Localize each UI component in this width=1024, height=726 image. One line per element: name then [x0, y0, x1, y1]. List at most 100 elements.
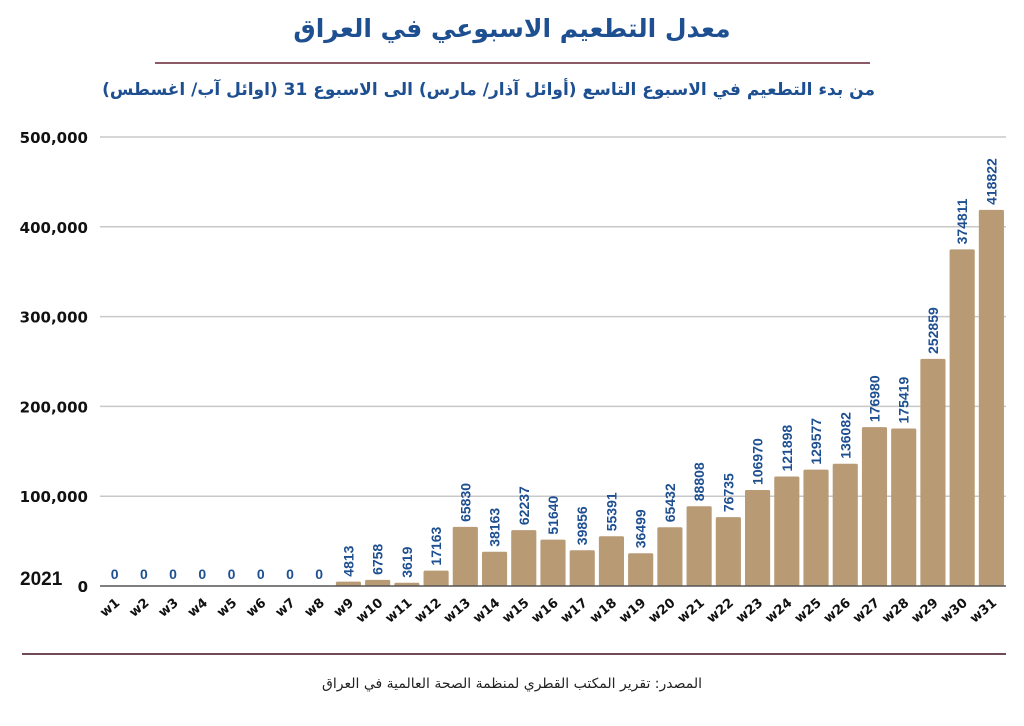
- bar-w13: [452, 526, 478, 586]
- x-tick-label: w27: [850, 596, 883, 627]
- data-label: 65830: [457, 483, 473, 522]
- data-label: 136082: [837, 412, 853, 459]
- data-label: 4813: [340, 545, 356, 576]
- x-tick-label: w8: [302, 596, 328, 621]
- data-label: 0: [111, 566, 119, 582]
- year-label: 2021: [20, 569, 63, 590]
- x-tick-label: w28: [880, 596, 913, 627]
- data-label: 176980: [866, 375, 882, 422]
- bar-w28: [891, 428, 917, 586]
- x-tick-label: w20: [646, 596, 679, 627]
- bar-w26: [832, 463, 858, 586]
- x-tick-label: w14: [470, 596, 503, 627]
- data-label: 76735: [720, 473, 736, 512]
- data-label: 0: [228, 566, 236, 582]
- data-labels: 0 0 0 0 0 0 0 0 4813 6758 3619 17163 65830 38163 62237…: [111, 158, 1000, 582]
- x-tick-label: w15: [500, 596, 533, 627]
- x-tick-label: w1: [97, 596, 123, 621]
- data-label: 0: [198, 566, 206, 582]
- title-divider: [155, 62, 870, 64]
- chart-subtitle: من بدء التطعيم في الاسبوع التاسع (أوائل …: [102, 80, 875, 100]
- data-label: 252859: [925, 307, 941, 354]
- data-label: 62237: [516, 486, 532, 525]
- data-label: 3619: [399, 546, 415, 577]
- data-label: 17163: [428, 526, 444, 565]
- y-axis-tick-labels: 0 100,000 200,000 300,000 400,000 500,000: [20, 129, 88, 596]
- x-tick-label: w3: [156, 596, 182, 621]
- y-tick-label: 500,000: [20, 129, 88, 147]
- x-tick-label: w12: [412, 596, 445, 627]
- data-label: 88808: [691, 462, 707, 501]
- data-label: 65432: [662, 483, 678, 522]
- y-tick-label: 300,000: [20, 309, 88, 327]
- data-label: 0: [286, 566, 294, 582]
- x-tick-label: w10: [354, 596, 387, 627]
- data-label: 129577: [808, 418, 824, 465]
- data-label: 36499: [633, 509, 649, 548]
- bars: [335, 209, 1004, 587]
- x-tick-label: w26: [821, 596, 854, 627]
- bar-w18: [598, 536, 625, 586]
- bar-w17: [569, 550, 595, 586]
- x-tick-label: w23: [733, 596, 766, 627]
- data-label: 51640: [545, 495, 561, 534]
- bar-w9: [335, 581, 361, 586]
- x-tick-label: w7: [273, 596, 299, 621]
- data-label: 0: [140, 566, 148, 582]
- data-label: 39856: [574, 506, 590, 545]
- data-label: 121898: [779, 425, 795, 472]
- x-tick-label: w5: [214, 596, 240, 621]
- x-tick-label: w11: [383, 596, 416, 627]
- x-tick-label: w4: [185, 596, 211, 621]
- bar-w16: [540, 539, 566, 586]
- y-tick-label: 200,000: [20, 398, 88, 416]
- x-tick-label: w13: [441, 596, 474, 627]
- x-tick-label: w31: [967, 596, 1000, 627]
- x-tick-label: w16: [529, 596, 562, 627]
- bar-w25: [803, 469, 829, 586]
- footer-divider: [22, 653, 1006, 655]
- bar-w21: [686, 506, 712, 586]
- bar-w19: [628, 553, 654, 586]
- x-tick-label: w17: [558, 596, 591, 627]
- data-label: 6758: [370, 544, 386, 575]
- data-label: 106970: [750, 438, 766, 485]
- bar-w29: [920, 358, 946, 586]
- bar-w27: [861, 427, 888, 586]
- source-note: المصدر: تقرير المكتب القطري لمنظمة الصحة…: [321, 676, 703, 692]
- bar-w22: [715, 517, 741, 586]
- y-tick-label: 400,000: [20, 219, 88, 237]
- x-tick-label: w6: [244, 596, 270, 621]
- data-label: 418822: [983, 158, 999, 205]
- data-label: 38163: [487, 508, 503, 547]
- x-tick-label: w24: [763, 596, 796, 627]
- grid-lines: [100, 136, 1006, 497]
- chart-title: معدل التطعيم الاسبوعي في العراق: [293, 14, 731, 43]
- data-label: 374811: [954, 198, 970, 244]
- bar-w12: [423, 570, 449, 586]
- data-label: 175419: [896, 377, 912, 424]
- data-label: 55391: [603, 492, 619, 531]
- x-tick-label: w2: [127, 596, 153, 621]
- x-axis-tick-labels: w1 w2 w3 w4 w5 w6 w7 w8 w9w10w11w12w13w14w15w16w…: [97, 596, 1000, 627]
- data-label: 0: [315, 566, 323, 582]
- x-tick-label: w25: [792, 596, 825, 627]
- data-label: 0: [169, 566, 177, 582]
- x-tick-label: w18: [587, 596, 620, 627]
- bar-w15: [511, 530, 537, 586]
- x-tick-label: w30: [938, 596, 971, 627]
- bar-w24: [774, 476, 800, 586]
- bar-w31: [978, 209, 1004, 587]
- y-tick-label: 0: [78, 578, 88, 596]
- bar-w14: [481, 551, 508, 586]
- x-tick-label: w9: [331, 596, 357, 621]
- y-tick-label: 100,000: [20, 488, 88, 506]
- bar-w10: [365, 579, 391, 586]
- x-tick-label: w21: [675, 596, 708, 627]
- bar-w20: [657, 527, 683, 586]
- bar-w11: [394, 582, 420, 586]
- bar-w23: [745, 489, 771, 586]
- data-label: 0: [257, 566, 265, 582]
- bar-w30: [949, 249, 975, 586]
